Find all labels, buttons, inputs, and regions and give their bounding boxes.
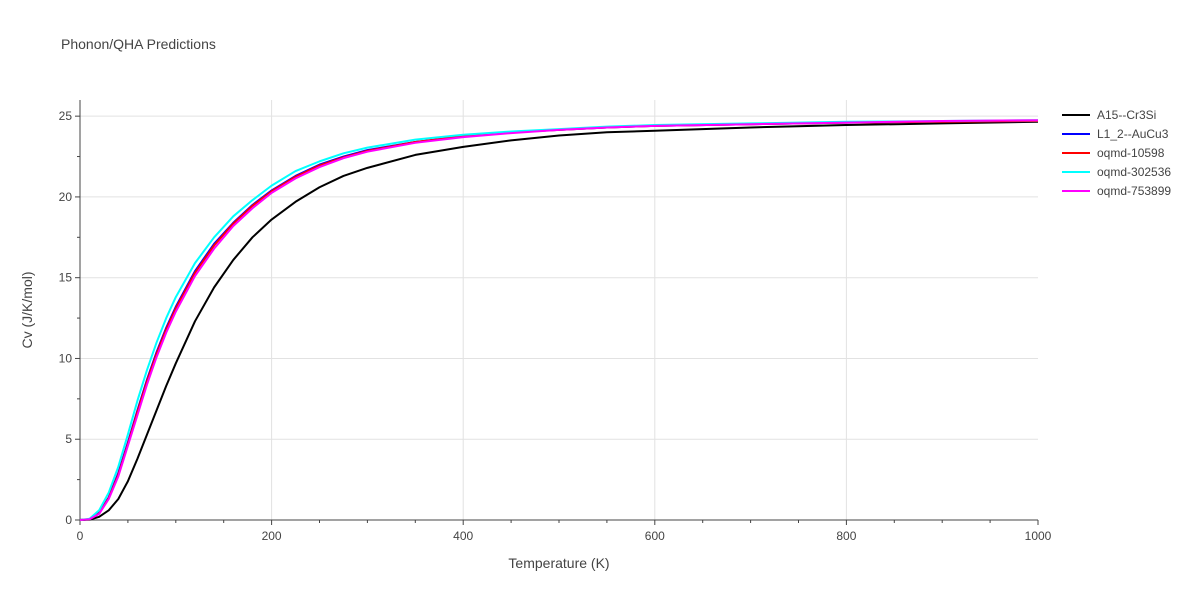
x-axis-title: Temperature (K) (508, 555, 609, 571)
x-tick-label: 1000 (1025, 529, 1052, 543)
y-tick-label: 5 (65, 432, 72, 446)
x-tick-label: 400 (453, 529, 473, 543)
x-tick-label: 0 (77, 529, 84, 543)
legend-label: A15--Cr3Si (1097, 108, 1156, 122)
series-line-a15-cr3si (79, 120, 1039, 521)
legend-item[interactable]: oqmd-302536 (1062, 165, 1171, 179)
x-tick-label: 200 (262, 529, 282, 543)
x-tick-label: 600 (645, 529, 665, 543)
y-axis-title: Cv (J/K/mol) (19, 272, 35, 349)
series-line-oqmd-302536 (79, 119, 1039, 521)
legend-label: oqmd-302536 (1097, 165, 1171, 179)
legend-item[interactable]: oqmd-753899 (1062, 184, 1171, 198)
legend: A15--Cr3Si L1_2--AuCu3 oqmd-10598 oqmd-3025… (1062, 108, 1171, 198)
grid-lines (80, 100, 1038, 520)
series-layer (79, 119, 1039, 521)
series-line-l1-2-aucu3 (79, 120, 1039, 521)
y-tick-label: 15 (59, 271, 73, 285)
legend-label: L1_2--AuCu3 (1097, 127, 1169, 141)
chart-title: Phonon/QHA Predictions (61, 36, 216, 52)
legend-item[interactable]: L1_2--AuCu3 (1062, 127, 1169, 141)
legend-item[interactable]: A15--Cr3Si (1062, 108, 1156, 122)
x-axis: 0 200 400 600 800 1000 (77, 519, 1052, 543)
legend-label: oqmd-10598 (1097, 146, 1165, 160)
y-tick-label: 10 (59, 351, 73, 365)
y-tick-label: 25 (59, 109, 73, 123)
series-line-oqmd-753899 (79, 119, 1039, 521)
y-tick-label: 20 (59, 190, 73, 204)
series-line-oqmd-10598 (79, 120, 1039, 521)
y-axis: 0 5 10 15 20 25 (59, 100, 81, 527)
x-tick-label: 800 (836, 529, 856, 543)
legend-label: oqmd-753899 (1097, 184, 1171, 198)
legend-item[interactable]: oqmd-10598 (1062, 146, 1165, 160)
y-tick-label: 0 (65, 513, 72, 527)
